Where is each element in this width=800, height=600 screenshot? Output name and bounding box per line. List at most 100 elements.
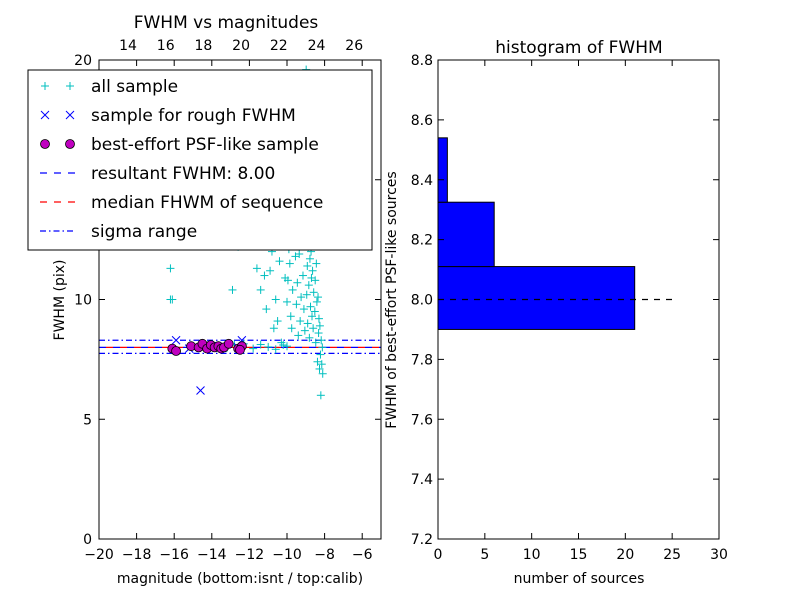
legend-label: sigma range <box>91 222 197 242</box>
histogram-y-ticks: 7.2 7.4 7.6 7.8 8.0 8.2 8.4 8.6 8.8 <box>411 53 719 548</box>
legend-box <box>27 69 373 251</box>
legend-label: best-effort PSF-like sample <box>91 135 319 155</box>
histogram-x-ticks: 0 5 10 15 20 25 30 <box>434 60 728 563</box>
point-0-49 <box>305 254 314 263</box>
legend-label: sample for rough FWHM <box>91 106 296 126</box>
legend-entry-all-sample: all sample <box>41 77 178 97</box>
histogram-panel: histogram of FWHM 0 5 10 15 20 25 30 7.2 7.4 7.6… <box>384 38 728 587</box>
x-tick-label: −8 <box>314 547 335 563</box>
histogram-bar-2 <box>437 137 448 203</box>
point-0-25 <box>286 312 295 321</box>
legend-label: all sample <box>91 77 178 97</box>
y-tick-label: 7.2 <box>411 532 433 548</box>
y-tick-label: 8.2 <box>411 233 433 249</box>
y-tick-label: 10 <box>74 293 92 309</box>
point-0-63 <box>313 357 322 366</box>
point-0-81 <box>264 342 273 351</box>
point-0-83 <box>277 338 286 347</box>
point-0-26 <box>287 324 296 333</box>
y-tick-label: 8.0 <box>411 293 433 309</box>
legend-label: resultant FWHM: 8.00 <box>91 164 275 184</box>
point-0-56 <box>309 288 318 297</box>
top-x-tick-label: 14 <box>119 38 137 54</box>
point-0-45 <box>303 319 312 328</box>
point-0-36 <box>297 293 306 302</box>
point-0-4 <box>228 285 237 294</box>
point-0-8 <box>252 264 261 273</box>
point-0-22 <box>283 276 292 285</box>
histogram-title: histogram of FWHM <box>495 38 662 58</box>
point-0-40 <box>300 326 309 335</box>
scatter-x-label: magnitude (bottom:isnt / top:calib) <box>117 571 363 587</box>
point-0-50 <box>306 302 315 311</box>
point-0-16 <box>273 317 282 326</box>
legend-entry-rough-sample: sample for rough FWHM <box>40 106 296 126</box>
x-tick-label: −16 <box>159 547 189 563</box>
histogram-bar-1 <box>437 201 495 268</box>
legend-entry-median: median FHWM of sequence <box>40 193 323 213</box>
point-0-80 <box>256 340 265 349</box>
point-0-65 <box>314 329 323 338</box>
point-0-39 <box>299 305 308 314</box>
top-x-tick-label: 24 <box>308 38 326 54</box>
scatter-y-label: FWHM (pix) <box>52 260 68 341</box>
legend-entry-psf-sample: best-effort PSF-like sample <box>40 135 319 155</box>
point-2-14 <box>235 344 245 355</box>
scatter-top-x-ticks: 14 16 18 20 22 24 26 <box>119 38 363 54</box>
point-0-12 <box>266 266 275 275</box>
point-0-79 <box>249 344 258 353</box>
point-0-64 <box>314 293 323 302</box>
point-0-68 <box>315 321 324 330</box>
point-0-73 <box>318 343 327 352</box>
point-0-32 <box>293 278 302 287</box>
point-0-31 <box>292 300 301 309</box>
point-2-11 <box>223 338 234 349</box>
y-tick-label: 8.6 <box>411 113 433 129</box>
point-0-58 <box>310 307 319 316</box>
point-0-38 <box>298 271 307 280</box>
x-tick-label: −6 <box>352 547 373 563</box>
point-0-67 <box>315 364 324 373</box>
y-tick-label: 8.4 <box>411 173 433 189</box>
scatter-plot-area <box>99 65 381 400</box>
point-0-53 <box>308 312 317 321</box>
x-tick-label: −20 <box>84 547 114 563</box>
top-x-tick-label: 18 <box>194 38 212 54</box>
x-tick-label: 5 <box>480 547 489 563</box>
point-0-15 <box>271 295 280 304</box>
point-0-72 <box>317 360 326 369</box>
point-0-48 <box>305 333 314 342</box>
point-0-71 <box>317 336 326 345</box>
y-tick-label: 20 <box>74 53 92 69</box>
top-x-tick-label: 20 <box>232 38 250 54</box>
x-tick-label: 15 <box>570 547 588 563</box>
point-0-59 <box>311 276 320 285</box>
point-0-34 <box>295 249 304 258</box>
top-x-tick-label: 22 <box>270 38 288 54</box>
point-0-70 <box>316 391 325 400</box>
x-tick-label: −10 <box>272 547 302 563</box>
histogram-bar-0 <box>437 266 636 330</box>
histogram-y-label: FWHM of best-effort PSF-like sources <box>384 171 400 428</box>
x-tick-label: 25 <box>663 547 681 563</box>
point-0-0 <box>166 264 175 273</box>
y-tick-label: 5 <box>83 412 92 428</box>
point-1-0 <box>171 335 181 345</box>
y-tick-label: 7.8 <box>411 352 433 368</box>
x-tick-label: 10 <box>523 547 541 563</box>
point-0-44 <box>303 261 312 270</box>
scatter-panel: FWHM vs magnitudes −20 −18 −16 −14 −12 −10 −8−… <box>27 13 382 587</box>
point-0-60 <box>311 338 320 347</box>
x-tick-label: −14 <box>197 547 227 563</box>
x-tick-label: 30 <box>710 547 728 563</box>
point-0-2 <box>168 295 177 304</box>
legend-label: median FHWM of sequence <box>91 193 323 213</box>
point-0-11 <box>262 305 271 314</box>
legend-entry-sigma: sigma range <box>40 222 197 242</box>
point-0-61 <box>312 259 321 268</box>
x-tick-label: 0 <box>434 547 443 563</box>
point-2-1 <box>171 346 181 356</box>
point-0-82 <box>271 345 280 354</box>
point-0-14 <box>269 324 278 333</box>
y-tick-label: 7.4 <box>411 472 433 488</box>
